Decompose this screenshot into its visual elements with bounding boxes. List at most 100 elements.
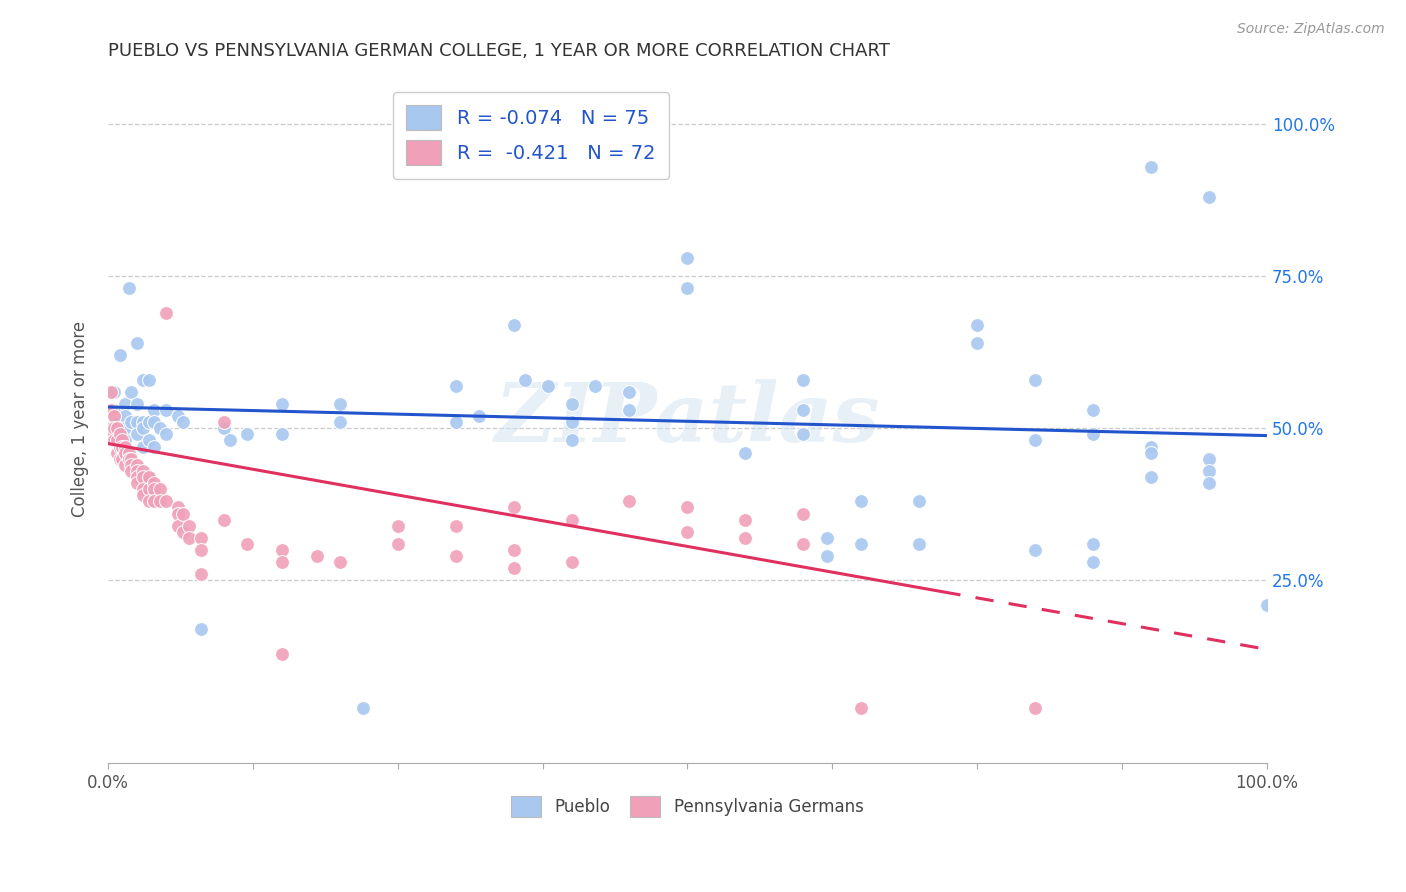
Point <box>111 434 134 448</box>
Point <box>125 415 148 429</box>
Point <box>138 470 160 484</box>
Point <box>138 415 160 429</box>
Point <box>1024 434 1046 448</box>
Point <box>1140 470 1163 484</box>
Point <box>149 421 172 435</box>
Point <box>120 415 142 429</box>
Point <box>792 427 814 442</box>
Point <box>537 378 560 392</box>
Point <box>190 543 212 558</box>
Point <box>100 403 122 417</box>
Point <box>1024 373 1046 387</box>
Point <box>908 494 931 508</box>
Point <box>792 507 814 521</box>
Point <box>132 421 155 435</box>
Point <box>352 701 374 715</box>
Point <box>1024 701 1046 715</box>
Point <box>190 567 212 582</box>
Point <box>108 427 131 442</box>
Point <box>502 500 524 515</box>
Point <box>114 421 136 435</box>
Point <box>132 482 155 496</box>
Point <box>120 384 142 399</box>
Point <box>132 488 155 502</box>
Point <box>444 378 467 392</box>
Point <box>103 421 125 435</box>
Point <box>114 440 136 454</box>
Point <box>105 434 128 448</box>
Point <box>815 531 838 545</box>
Point <box>155 305 177 319</box>
Point <box>329 555 352 569</box>
Point <box>114 445 136 459</box>
Point <box>792 403 814 417</box>
Point <box>166 409 188 424</box>
Point <box>1140 440 1163 454</box>
Point <box>676 251 699 265</box>
Point <box>120 464 142 478</box>
Point <box>138 482 160 496</box>
Point <box>132 373 155 387</box>
Point <box>108 348 131 362</box>
Point <box>172 524 194 539</box>
Point <box>111 440 134 454</box>
Point <box>387 537 409 551</box>
Point <box>100 427 122 442</box>
Point <box>676 281 699 295</box>
Point <box>172 415 194 429</box>
Point <box>387 518 409 533</box>
Point <box>138 494 160 508</box>
Point <box>561 555 583 569</box>
Point <box>111 451 134 466</box>
Point <box>966 318 988 332</box>
Point <box>212 421 235 435</box>
Legend: Pueblo, Pennsylvania Germans: Pueblo, Pennsylvania Germans <box>505 789 870 823</box>
Point <box>108 451 131 466</box>
Point <box>138 470 160 484</box>
Point <box>444 518 467 533</box>
Point <box>502 543 524 558</box>
Point <box>103 403 125 417</box>
Point <box>1198 476 1220 491</box>
Point <box>676 500 699 515</box>
Point <box>132 470 155 484</box>
Point <box>236 537 259 551</box>
Text: PUEBLO VS PENNSYLVANIA GERMAN COLLEGE, 1 YEAR OR MORE CORRELATION CHART: PUEBLO VS PENNSYLVANIA GERMAN COLLEGE, 1… <box>108 42 890 60</box>
Point <box>1198 190 1220 204</box>
Point <box>619 403 641 417</box>
Point <box>792 373 814 387</box>
Y-axis label: College, 1 year or more: College, 1 year or more <box>72 321 89 517</box>
Point <box>100 384 122 399</box>
Point <box>143 403 166 417</box>
Point <box>515 373 537 387</box>
Point <box>149 482 172 496</box>
Point <box>1256 598 1278 612</box>
Point <box>118 281 141 295</box>
Point <box>118 451 141 466</box>
Point <box>583 378 606 392</box>
Point <box>114 409 136 424</box>
Point <box>468 409 491 424</box>
Point <box>166 518 188 533</box>
Text: Source: ZipAtlas.com: Source: ZipAtlas.com <box>1237 22 1385 37</box>
Point <box>103 421 125 435</box>
Point <box>108 440 131 454</box>
Point <box>143 494 166 508</box>
Point <box>125 470 148 484</box>
Point <box>619 494 641 508</box>
Point <box>329 415 352 429</box>
Point <box>851 494 873 508</box>
Point <box>105 445 128 459</box>
Point <box>105 421 128 435</box>
Point <box>120 451 142 466</box>
Point <box>125 458 148 472</box>
Point <box>114 397 136 411</box>
Point <box>1198 464 1220 478</box>
Point <box>190 622 212 636</box>
Point <box>212 415 235 429</box>
Point <box>561 434 583 448</box>
Point <box>125 336 148 351</box>
Point <box>851 537 873 551</box>
Point <box>1081 403 1104 417</box>
Point <box>792 537 814 551</box>
